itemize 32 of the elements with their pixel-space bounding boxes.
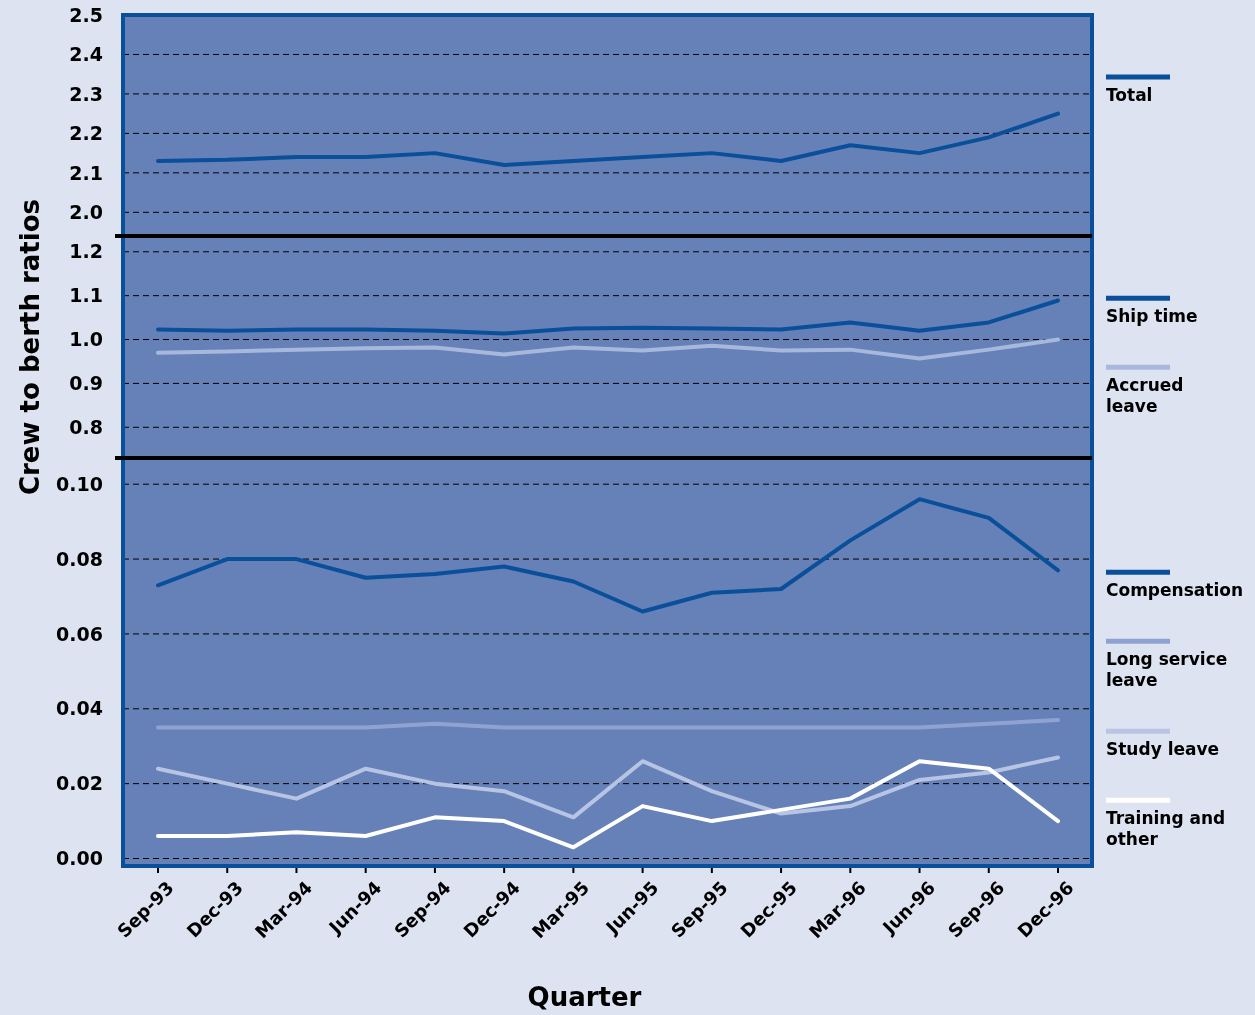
y-tick-label: 2.0 (69, 200, 103, 223)
line-series (156, 111, 1060, 167)
line-series (156, 755, 1060, 820)
legend-label: Total (1106, 84, 1153, 105)
y-tick-label: 0.8 (69, 415, 103, 438)
legend-label: Ship time (1106, 306, 1198, 327)
legend-label: Training and other (1106, 808, 1226, 850)
y-tick-label: 2.3 (69, 82, 103, 105)
line-series (156, 298, 1060, 336)
legend-label: Study leave (1106, 739, 1220, 760)
line-series (156, 497, 1060, 614)
y-tick-label: 0.02 (56, 772, 103, 795)
legend-label: Accrued leave (1106, 375, 1184, 417)
y-tick-label: 1.1 (69, 284, 103, 307)
y-tick-label: 1.0 (69, 328, 103, 351)
y-tick-label: 2.2 (69, 122, 103, 145)
y-tick-label: 0.10 (56, 472, 103, 495)
y-tick-label: 2.4 (69, 43, 103, 66)
line-series (156, 759, 1060, 850)
y-tick-label: 0.9 (69, 372, 103, 395)
y-axis-title: Crew to berth ratios (15, 198, 46, 496)
y-tick-label: 0.08 (56, 547, 103, 570)
legend-label: Long service leave (1106, 649, 1228, 691)
y-tick-label: 2.1 (69, 161, 103, 184)
y-tick-label: 1.2 (69, 240, 103, 263)
line-series (156, 337, 1060, 361)
y-tick-label: 0.00 (56, 847, 103, 870)
y-tick-label: 0.06 (56, 622, 103, 645)
legend-label: Compensation (1106, 580, 1243, 601)
y-tick-label: 0.04 (56, 697, 103, 720)
x-axis-title: Quarter (527, 982, 642, 1012)
y-tick-label: 2.5 (69, 3, 103, 26)
